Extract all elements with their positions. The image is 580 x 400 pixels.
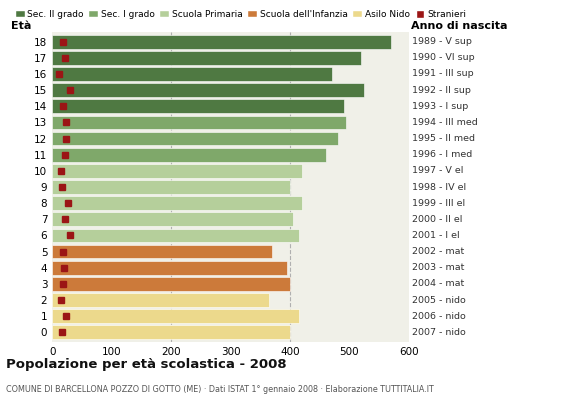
Bar [52,326,290,339]
Text: 1991 - III sup: 1991 - III sup [412,70,474,78]
Text: Anno di nascita: Anno di nascita [411,21,507,31]
Text: 1989 - V sup: 1989 - V sup [412,37,472,46]
Text: 2005 - nido: 2005 - nido [412,296,466,304]
Bar [52,164,302,178]
Text: Età: Età [11,21,31,31]
Text: 2004 - mat: 2004 - mat [412,279,465,288]
Text: Popolazione per età scolastica - 2008: Popolazione per età scolastica - 2008 [6,358,287,371]
Bar [52,51,361,65]
Text: 2007 - nido: 2007 - nido [412,328,466,337]
Bar [52,67,332,81]
Text: 1994 - III med: 1994 - III med [412,118,478,127]
Bar [52,277,290,291]
Text: 2006 - nido: 2006 - nido [412,312,466,321]
Text: 1993 - I sup: 1993 - I sup [412,102,469,111]
Bar [52,212,293,226]
Bar [52,261,287,274]
Bar [52,148,326,162]
Text: 1997 - V el: 1997 - V el [412,166,463,175]
Bar [52,132,338,146]
Text: 1999 - III el: 1999 - III el [412,199,465,208]
Text: 1996 - I med: 1996 - I med [412,150,472,159]
Legend: Sec. II grado, Sec. I grado, Scuola Primaria, Scuola dell'Infanzia, Asilo Nido, : Sec. II grado, Sec. I grado, Scuola Prim… [16,10,466,19]
Bar [52,180,290,194]
Bar [52,309,299,323]
Bar [52,100,343,113]
Bar [52,196,302,210]
Text: 2003 - mat: 2003 - mat [412,263,465,272]
Bar [52,228,299,242]
Text: 1992 - II sup: 1992 - II sup [412,86,471,95]
Text: 1990 - VI sup: 1990 - VI sup [412,53,475,62]
Text: 1995 - II med: 1995 - II med [412,134,475,143]
Bar [52,293,269,307]
Text: COMUNE DI BARCELLONA POZZO DI GOTTO (ME) · Dati ISTAT 1° gennaio 2008 · Elaboraz: COMUNE DI BARCELLONA POZZO DI GOTTO (ME)… [6,385,434,394]
Bar [52,83,364,97]
Bar [52,116,346,129]
Text: 2000 - II el: 2000 - II el [412,215,462,224]
Text: 2001 - I el: 2001 - I el [412,231,460,240]
Bar [52,245,272,258]
Text: 2002 - mat: 2002 - mat [412,247,465,256]
Bar [52,35,391,48]
Text: 1998 - IV el: 1998 - IV el [412,182,466,192]
